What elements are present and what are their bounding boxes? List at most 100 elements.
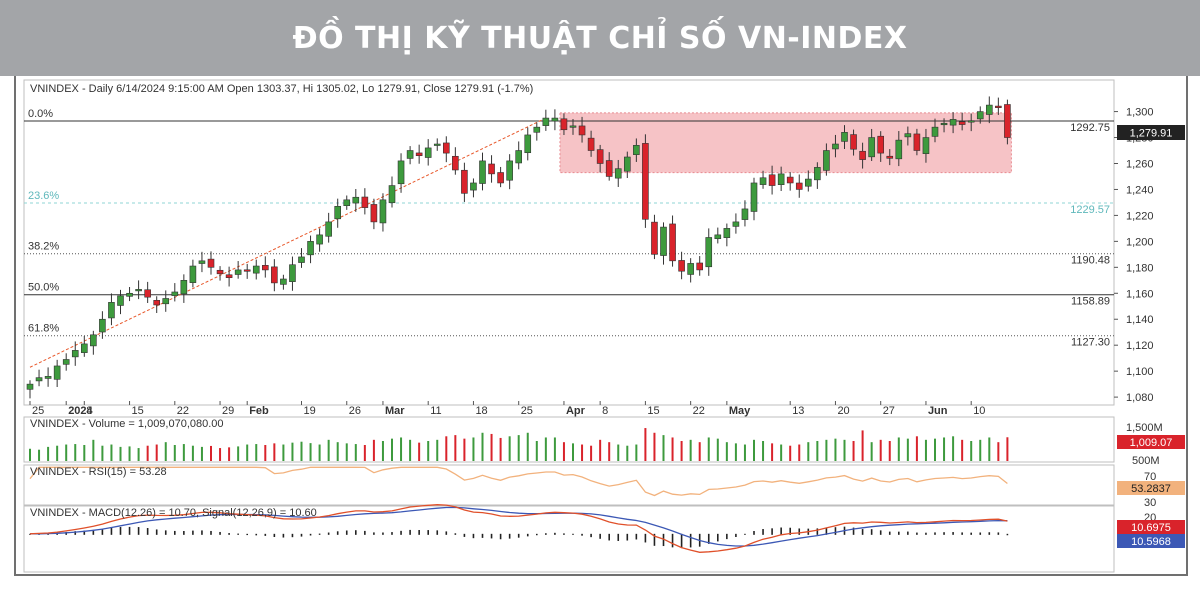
volume-bar — [146, 445, 149, 461]
volume-bar — [445, 436, 448, 461]
candle — [307, 235, 314, 264]
volume-tick-high: 1,500M — [1126, 422, 1163, 434]
volume-bar — [309, 443, 312, 461]
volume-bar — [716, 438, 719, 461]
candle-body — [596, 149, 604, 164]
trendline — [29, 117, 547, 368]
candle-body — [280, 278, 287, 285]
candle — [669, 215, 676, 267]
volume-bar — [771, 443, 774, 461]
candle — [488, 155, 495, 183]
candle-body — [234, 269, 242, 275]
volume-bar — [191, 445, 194, 461]
volume-bar — [318, 444, 321, 461]
volume-bar — [273, 443, 276, 461]
candle — [732, 213, 740, 234]
volume-bar — [599, 439, 602, 461]
candle-body — [569, 125, 577, 128]
volume-bar — [463, 438, 466, 461]
candle-body — [334, 206, 342, 220]
volume-bar — [490, 433, 493, 461]
volume-bar — [472, 437, 475, 461]
candle — [515, 141, 523, 170]
candle-body — [741, 208, 749, 220]
candle — [569, 119, 577, 135]
volume-tick-low: 500M — [1132, 455, 1160, 467]
candle — [633, 138, 640, 162]
candle — [334, 198, 342, 228]
macd-panel: VNINDEX - MACD(12.26) = 10.70, Signal(12… — [23, 504, 1185, 573]
candle-body — [850, 134, 857, 150]
volume-bar — [906, 438, 909, 461]
candle-body — [587, 137, 595, 151]
candle — [804, 170, 812, 192]
time-tick-label: 11 — [430, 405, 441, 417]
volume-bar — [581, 444, 584, 461]
candle — [967, 113, 975, 132]
signal-line — [30, 506, 1008, 547]
candle-body — [442, 142, 450, 154]
candle-body — [433, 143, 441, 146]
volume-bar — [644, 428, 647, 461]
candle-body — [479, 160, 486, 184]
candle — [841, 125, 848, 150]
candle — [895, 131, 903, 167]
volume-bar — [734, 443, 737, 461]
candle-body — [216, 269, 224, 275]
candle — [913, 128, 921, 156]
candle-body — [832, 143, 839, 150]
candle-body — [180, 279, 188, 295]
volume-bar — [562, 442, 565, 461]
candle-body — [814, 167, 821, 181]
volume-panel: VNINDEX - Volume = 1,009,070,080.00 1,50… — [23, 416, 1185, 467]
candle-body — [225, 274, 233, 279]
volume-bar — [29, 448, 31, 461]
volume-bar — [173, 445, 176, 461]
candle — [271, 259, 278, 292]
volume-bar — [481, 432, 484, 461]
candle-body — [895, 139, 903, 160]
candle-body — [578, 125, 586, 136]
candle — [479, 152, 486, 191]
candle-body — [705, 237, 713, 268]
time-tick-label: 25 — [32, 405, 44, 417]
volume-bar — [653, 432, 656, 461]
candle-body — [841, 132, 848, 142]
candle-body — [252, 265, 260, 274]
volume-bar — [825, 439, 828, 461]
candle — [117, 289, 124, 315]
candle — [850, 129, 857, 156]
volume-bar — [427, 441, 430, 461]
volume-bar — [454, 435, 457, 461]
candle-body — [126, 292, 133, 297]
candle — [786, 172, 794, 191]
time-tick-label: 26 — [349, 405, 361, 417]
candle — [35, 369, 43, 387]
volume-bar — [210, 445, 212, 461]
candle-body — [262, 265, 269, 271]
candle-body — [533, 126, 541, 133]
fib-value-4: 1127.30 — [1071, 337, 1110, 349]
volume-bar — [354, 444, 357, 461]
price-tick-label: 1,180 — [1126, 262, 1154, 274]
candle-body — [958, 121, 966, 125]
volume-bar — [997, 442, 1000, 461]
volume-bar — [372, 439, 375, 461]
candle — [180, 274, 188, 303]
title-banner: ĐỒ THỊ KỸ THUẬT CHỈ SỐ VN-INDEX — [0, 0, 1200, 76]
candle — [750, 177, 758, 221]
price-tick-label: 1,160 — [1126, 288, 1154, 300]
fib-pct-2: 38.2% — [28, 241, 59, 253]
fib-value-3: 1158.89 — [1071, 296, 1110, 308]
resistance-zone-rect — [559, 112, 1012, 174]
volume-bar — [698, 442, 701, 461]
volume-bar — [391, 438, 393, 461]
candle-body — [804, 178, 812, 187]
chart-title: ĐỒ THỊ KỸ THUẬT CHỈ SỐ VN-INDEX — [292, 20, 908, 56]
fib-value-0: 1292.75 — [1070, 122, 1110, 134]
signal-last-badge — [1117, 534, 1185, 548]
rsi-last-label: 53.2837 — [1131, 483, 1171, 495]
volume-bar — [961, 439, 964, 461]
fibonacci-levels: 0.0% 1292.75 23.6% 1229.57 38.2% 1190.48 50.0%… — [24, 108, 1114, 349]
candle-body — [370, 204, 378, 223]
